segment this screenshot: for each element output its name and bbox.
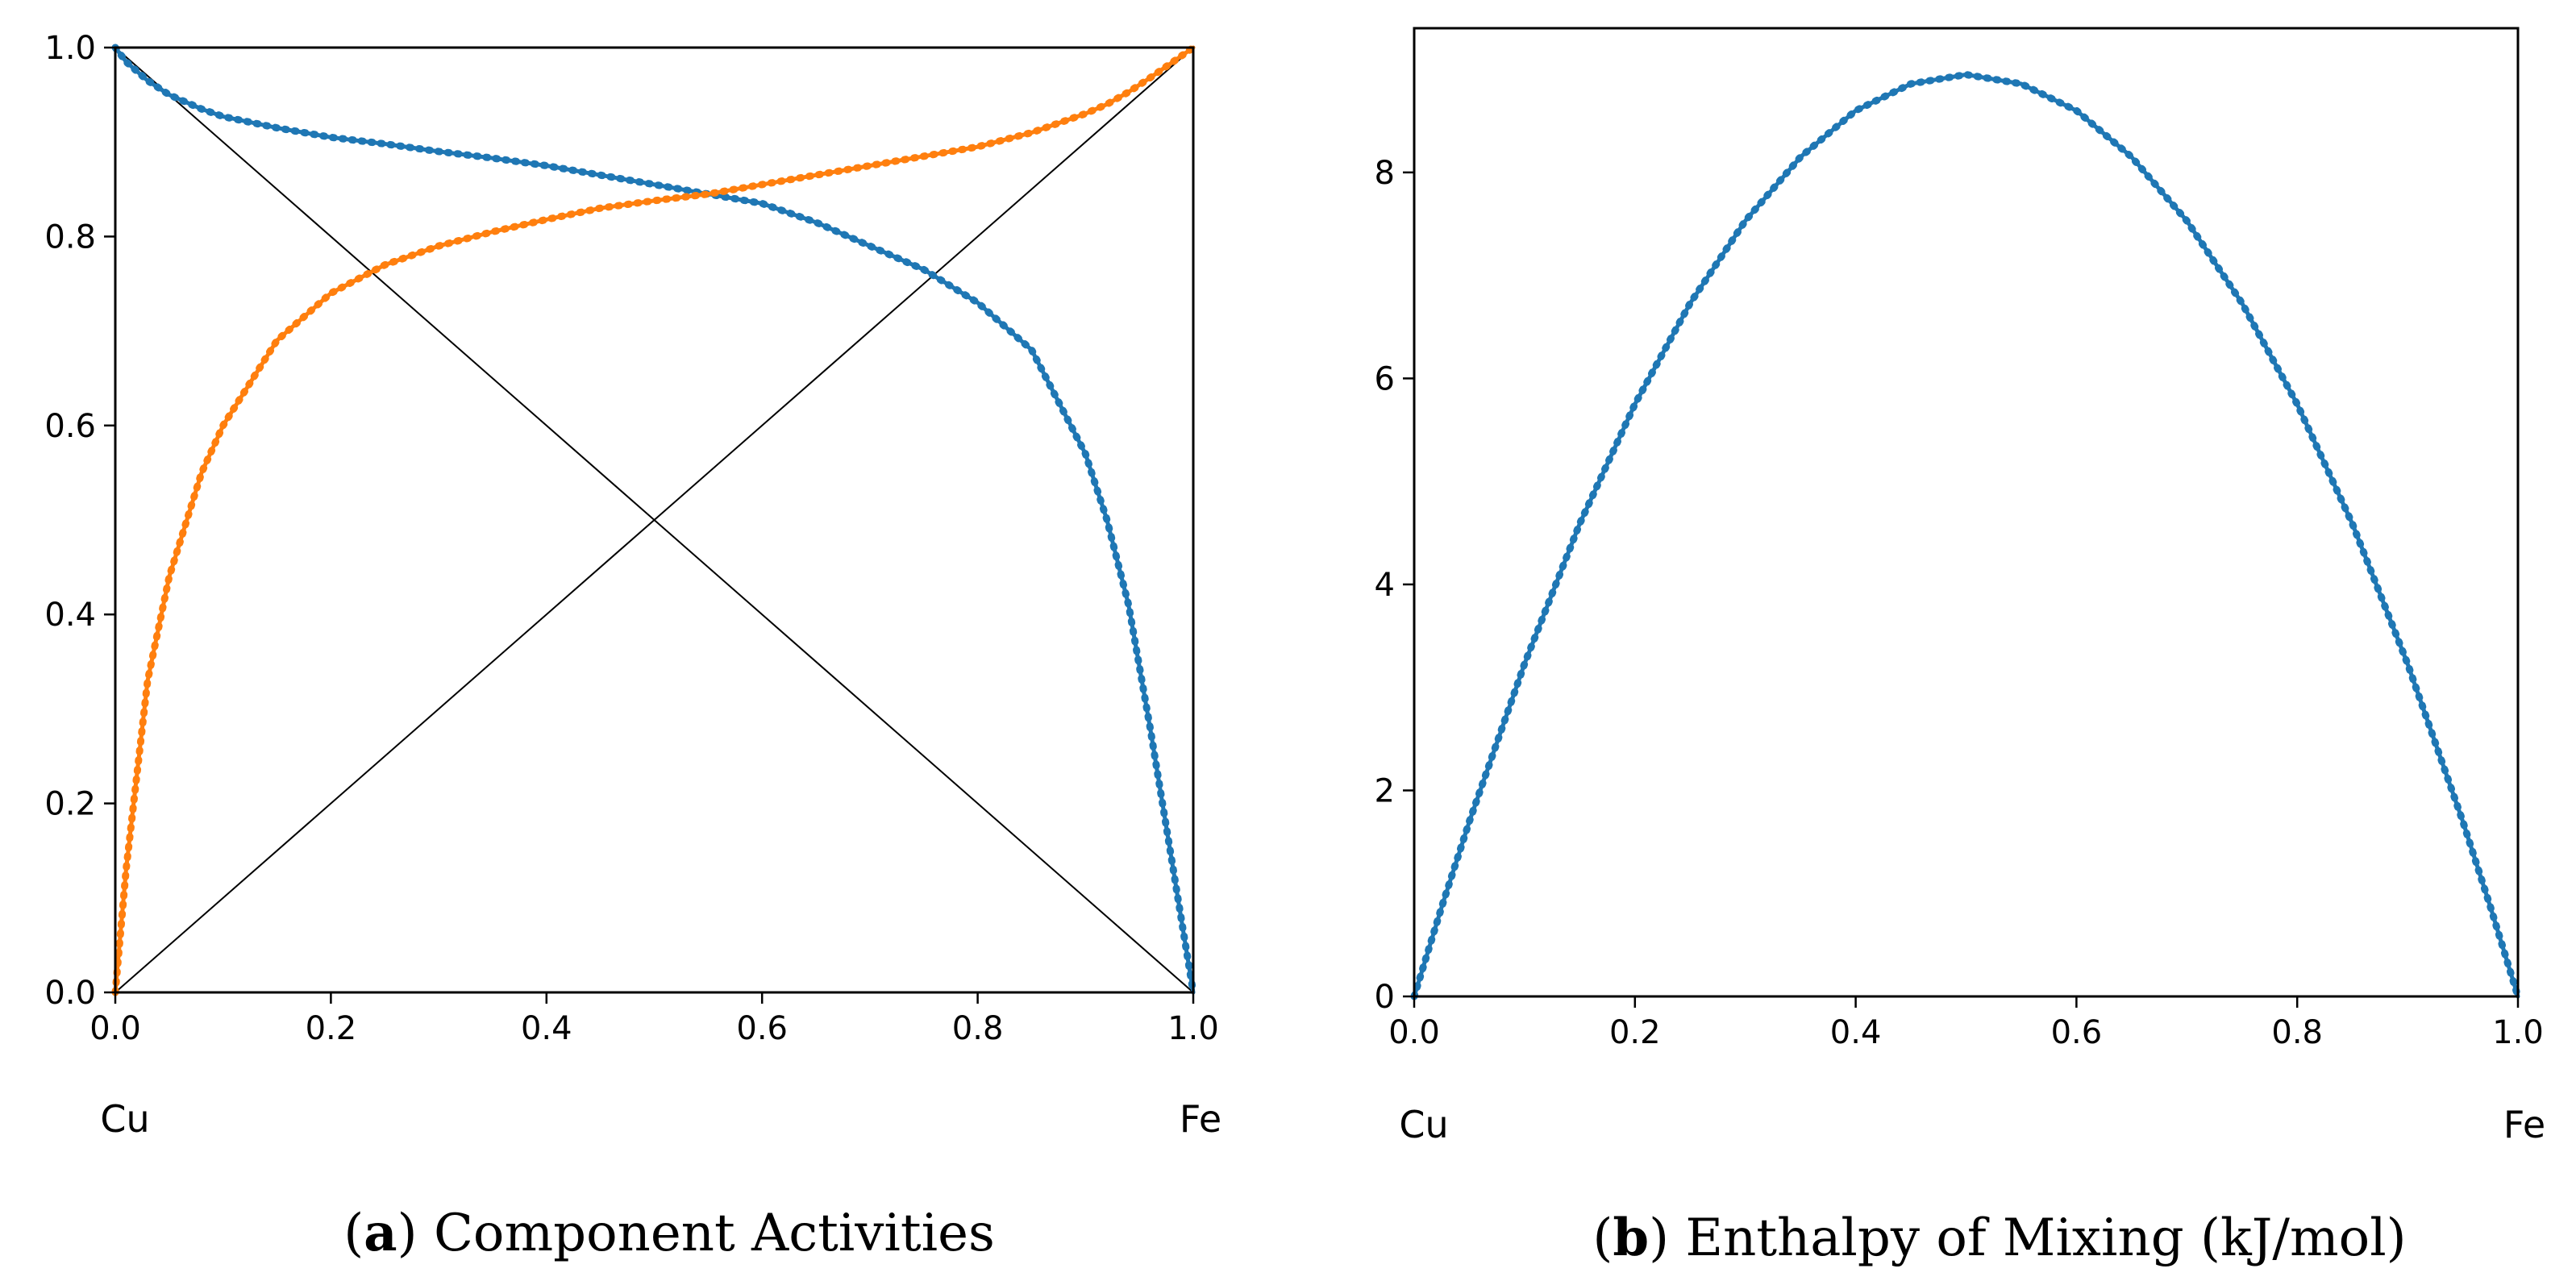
panel-b-x-tick-label: 0.2: [1609, 1014, 1661, 1051]
panel-a-y-tick-label: 0.0: [44, 975, 96, 1012]
panel-a-y-tick-label: 0.2: [44, 786, 96, 823]
panel-b-series: [1410, 71, 2522, 1000]
panel-b-x-tick-label: 1.0: [2492, 1014, 2544, 1051]
panel-a-series-ideal-fe-raoult: [114, 47, 1194, 993]
panel-a-caption-letter: a: [364, 1203, 397, 1263]
panel-b-series-enthalpy-of-mixing-markers: [1410, 71, 2522, 1000]
panel-b-y-tick-label: 8: [1375, 155, 1395, 192]
panel-b-caption-letter: b: [1613, 1208, 1649, 1268]
panel-a: 0.0 0.2 0.4 0.6 0.8 1.0 0.0 0.2 0.4 0.6 0.8 1.0 Cu…: [44, 30, 1221, 1263]
panel-a-x-end-left-label: Cu: [100, 1097, 149, 1141]
panel-a-x-tick-label: 0.8: [952, 1010, 1004, 1047]
panel-b-y-tick-label: 2: [1375, 772, 1395, 809]
panel-a-x-end-right-label: Fe: [1180, 1097, 1221, 1141]
panel-a-y-axis: 0.0 0.2 0.4 0.6 0.8 1.0: [44, 30, 115, 1012]
panel-b-y-tick-label: 6: [1375, 360, 1395, 397]
panel-a-series: [111, 44, 1197, 996]
panel-b-y-tick-label: 0: [1375, 979, 1395, 1016]
panel-a-y-tick-label: 0.8: [44, 218, 96, 256]
panel-b-x-end-left-label: Cu: [1399, 1103, 1448, 1146]
panel-b-x-tick-label: 0.4: [1830, 1014, 1882, 1051]
panel-a-reference-lines: [114, 47, 1194, 993]
panel-b-y-tick-label: 4: [1375, 567, 1395, 604]
panel-a-plot-frame: [114, 46, 1195, 994]
panel-a-caption: (a) Component Activities: [343, 1203, 995, 1263]
panel-a-y-tick-label: 0.6: [44, 408, 96, 445]
panel-a-series-fe-activity: [113, 45, 1196, 995]
panel-b-series-enthalpy-of-mixing: [1412, 73, 2520, 999]
panel-a-y-tick-label: 1.0: [44, 30, 96, 67]
panel-b-x-tick-label: 0.0: [1388, 1014, 1440, 1051]
panel-a-x-tick-label: 0.0: [89, 1010, 141, 1047]
panel-b-x-tick-label: 0.6: [2051, 1014, 2103, 1051]
panel-a-caption-text: Component Activities: [434, 1204, 995, 1263]
panel-a-x-tick-label: 0.4: [521, 1010, 572, 1047]
panel-b-x-end-right-label: Fe: [2503, 1103, 2545, 1146]
panel-a-x-tick-label: 0.6: [736, 1010, 788, 1047]
panel-b-x-axis: 0.0 0.2 0.4 0.6 0.8 1.0: [1388, 996, 2544, 1051]
panel-b-caption-text: Enthalpy of Mixing (kJ/mol): [1685, 1208, 2406, 1268]
panel-b-y-axis: 0 2 4 6 8: [1375, 155, 1414, 1016]
panel-b-plot-frame: [1413, 27, 2520, 998]
panel-b-caption: (b) Enthalpy of Mixing (kJ/mol): [1592, 1208, 2406, 1268]
panel-a-y-tick-label: 0.4: [44, 597, 96, 634]
panel-a-x-tick-label: 1.0: [1167, 1010, 1219, 1047]
panel-a-x-tick-label: 0.2: [306, 1010, 357, 1047]
panel-a-x-axis: 0.0 0.2 0.4 0.6 0.8 1.0: [89, 992, 1219, 1047]
panel-b-x-tick-label: 0.8: [2271, 1014, 2323, 1051]
panel-b: 0.0 0.2 0.4 0.6 0.8 1.0 0 2 4 6 8 Cu Fe (b) Entha…: [1375, 27, 2545, 1268]
